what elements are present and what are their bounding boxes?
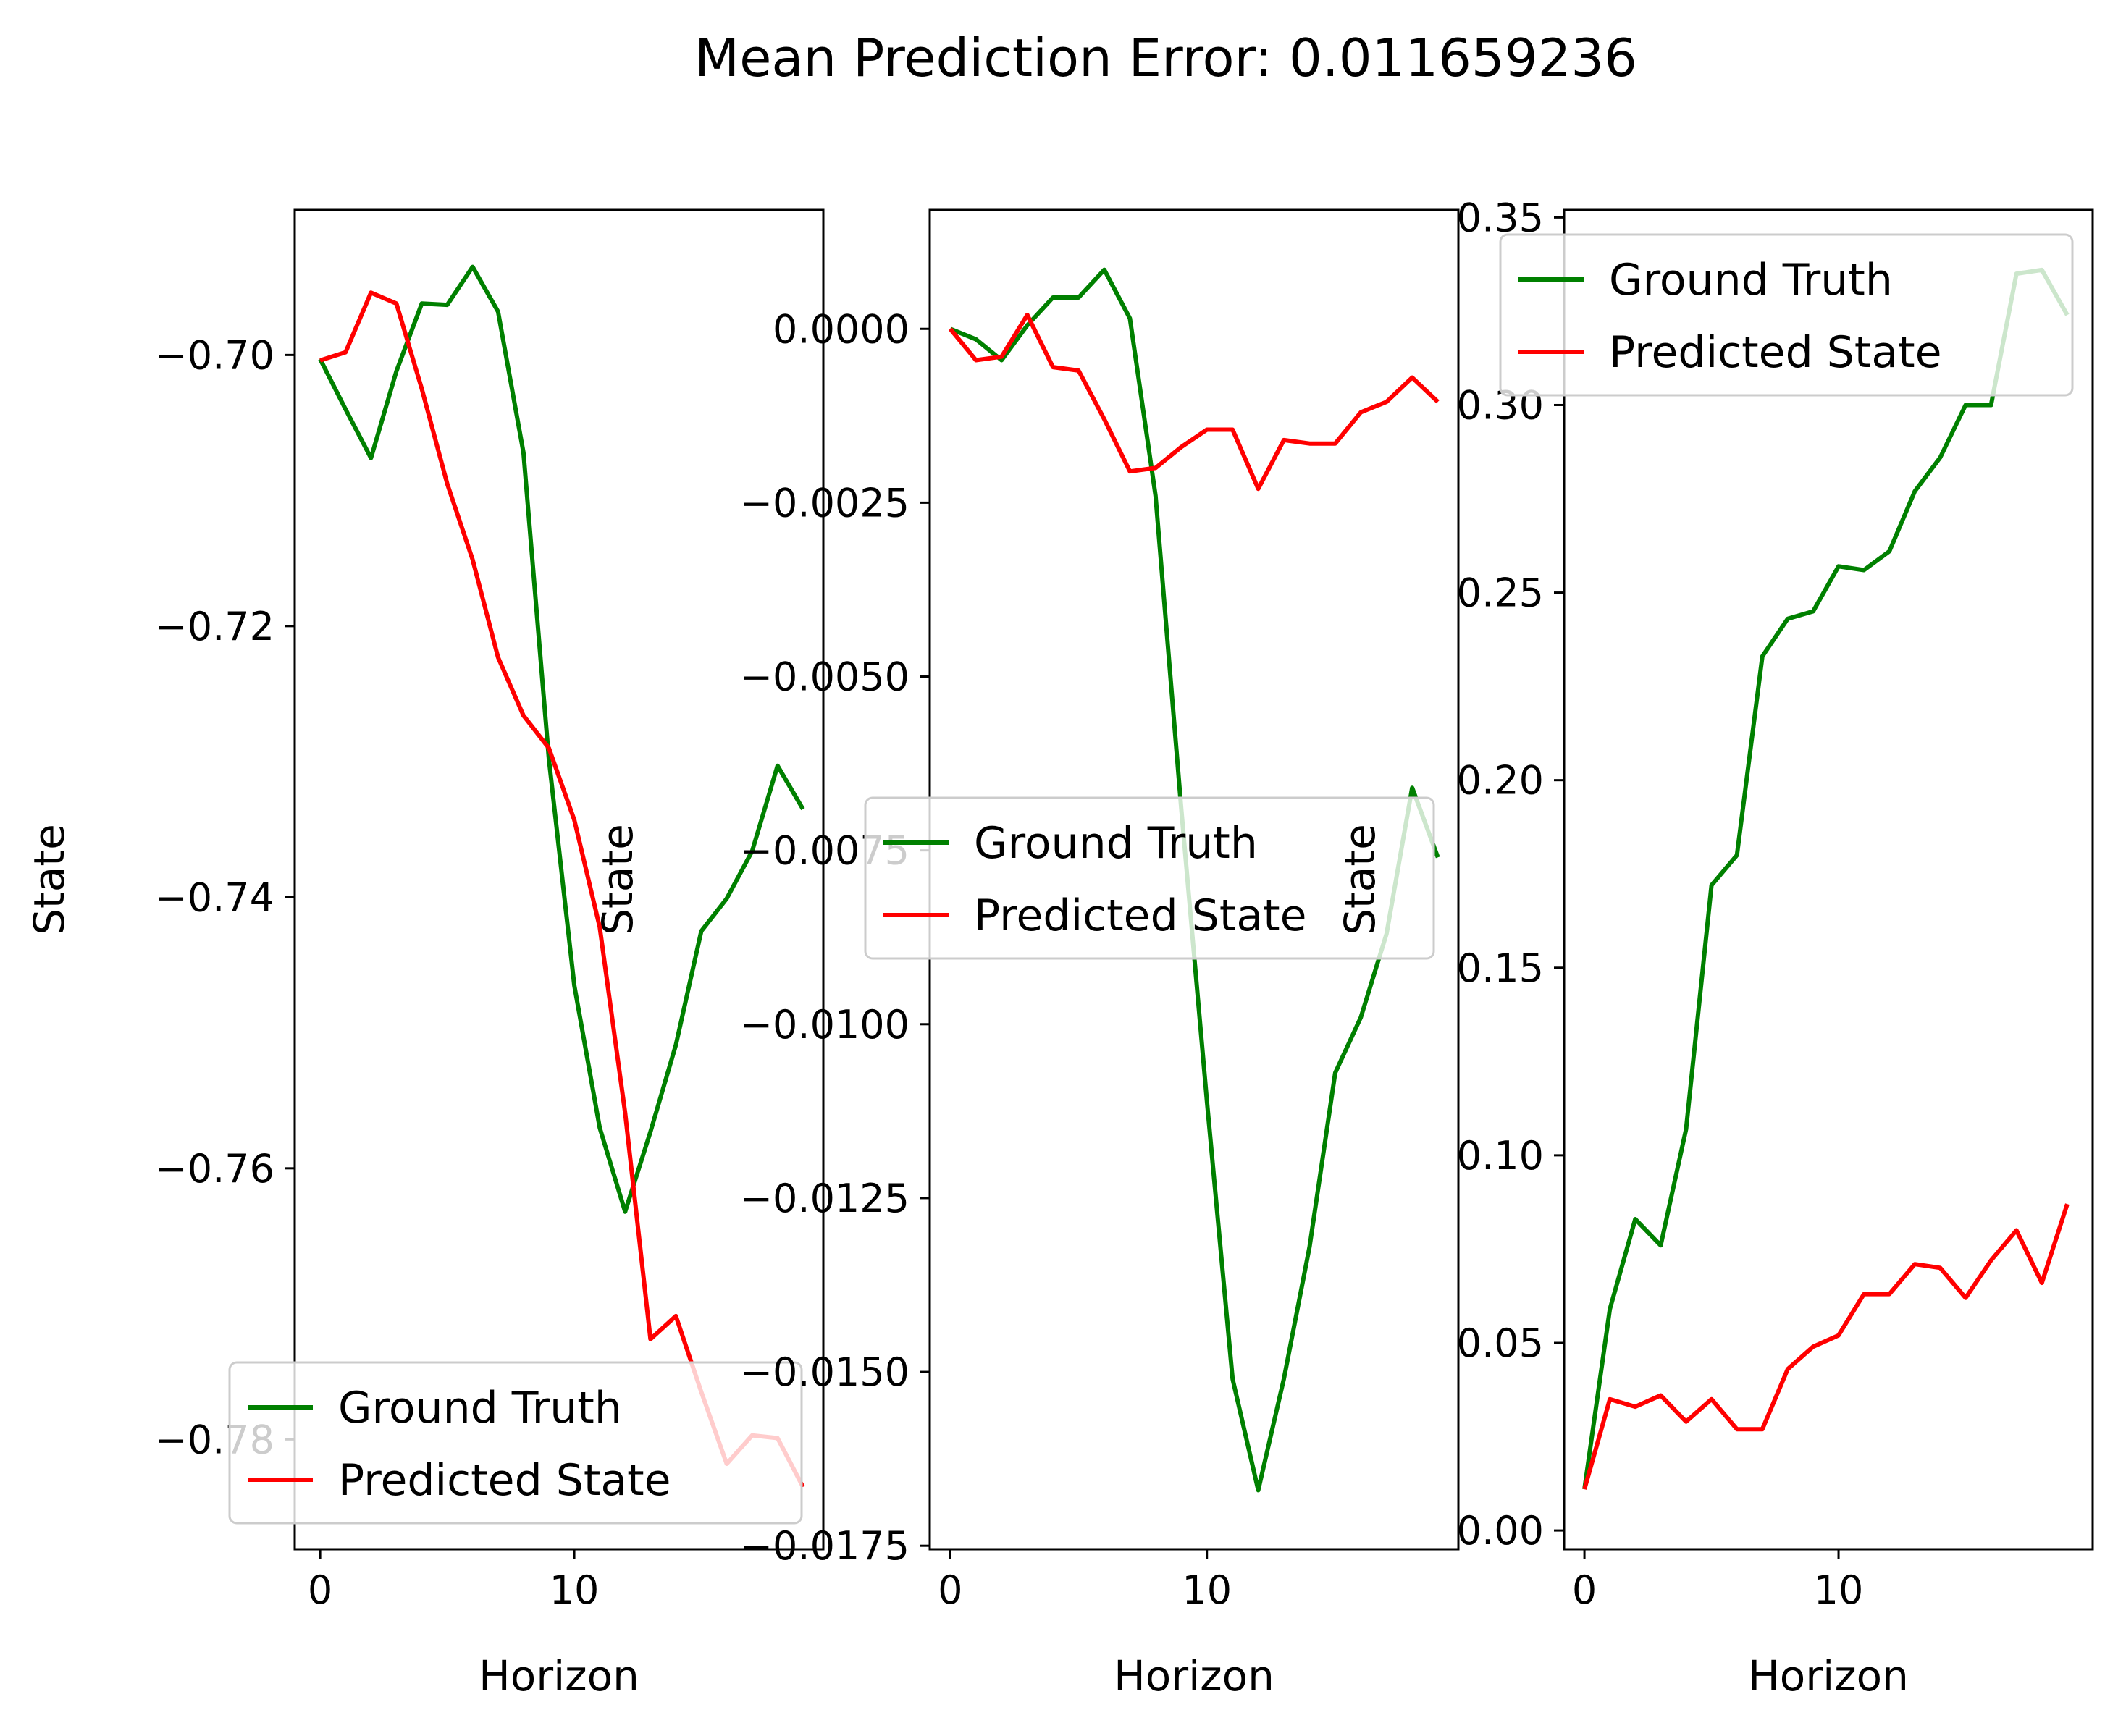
legend-box — [228, 1361, 803, 1525]
x-tick-label: 0 — [1572, 1567, 1597, 1613]
legend: Ground Truth Predicted State — [864, 796, 1435, 960]
y-tick-label: 0.00 — [1457, 1508, 1544, 1554]
y-axis-label: State — [593, 824, 642, 935]
y-tick-label: 0.35 — [1457, 195, 1544, 240]
y-axis-label: State — [25, 824, 74, 935]
x-tick-label: 0 — [308, 1567, 332, 1613]
x-tick-label: 10 — [1182, 1567, 1232, 1613]
legend: Ground Truth Predicted State — [1499, 233, 2074, 397]
subplot-2: 0 100.0000−0.0025−0.0050−0.0075−0.0100−0.… — [593, 208, 1460, 1701]
legend-box — [864, 796, 1435, 960]
legend-entry-label: Ground Truth — [1609, 255, 1893, 306]
y-tick-label: −0.70 — [155, 332, 274, 378]
y-tick-label: 0.25 — [1457, 570, 1544, 616]
series-line-ground-truth — [318, 264, 805, 1214]
x-tick-label: 10 — [1814, 1567, 1864, 1613]
y-tick-label: −0.0100 — [740, 1002, 909, 1048]
x-axis-label: Horizon — [1114, 1651, 1274, 1701]
axes-frame — [1563, 208, 2094, 1551]
y-tick-label: −0.0175 — [740, 1523, 909, 1569]
subplot-1: 0 10−0.70−0.72−0.74−0.76−0.78HorizonState… — [25, 208, 825, 1701]
y-tick-label: 0.15 — [1457, 945, 1544, 991]
y-tick-label: 0.20 — [1457, 758, 1544, 804]
y-tick-label: −0.0150 — [740, 1349, 909, 1395]
legend-entry-label: Predicted State — [974, 890, 1307, 941]
series-line-ground-truth — [1582, 267, 2070, 1490]
y-tick-label: −0.74 — [155, 875, 274, 920]
legend-entry-label: Ground Truth — [338, 1383, 622, 1433]
x-axis-label: Horizon — [479, 1651, 639, 1701]
figure-title: Mean Prediction Error: 0.011659236 — [694, 28, 1637, 88]
legend: Ground Truth Predicted State — [228, 1361, 803, 1525]
legend-entry-label: Ground Truth — [974, 818, 1258, 869]
subplot-3: 0 100.000.050.100.150.200.250.300.35Horiz… — [1335, 195, 2094, 1701]
y-tick-label: 0.0000 — [773, 306, 909, 352]
y-tick-label: −0.72 — [155, 604, 274, 649]
x-tick-label: 10 — [550, 1567, 600, 1613]
series-line-predicted-state — [948, 313, 1440, 492]
y-axis-label: State — [1335, 824, 1385, 935]
legend-box — [1499, 233, 2074, 397]
legend-entry-label: Predicted State — [1609, 327, 1942, 378]
y-tick-label: −0.0125 — [740, 1176, 909, 1221]
legend-entry-label: Predicted State — [338, 1455, 671, 1506]
axes-frame — [293, 208, 825, 1551]
y-tick-label: −0.76 — [155, 1146, 274, 1192]
y-tick-label: 0.10 — [1457, 1133, 1544, 1179]
y-tick-label: −0.0050 — [740, 654, 909, 700]
y-tick-label: 0.05 — [1457, 1320, 1544, 1366]
x-tick-label: 0 — [938, 1567, 962, 1613]
y-tick-label: −0.0025 — [740, 480, 909, 526]
x-axis-label: Horizon — [1748, 1651, 1909, 1701]
series-line-predicted-state — [1582, 1203, 2070, 1490]
subplots: 0 10−0.70−0.72−0.74−0.76−0.78HorizonState… — [25, 195, 2094, 1701]
